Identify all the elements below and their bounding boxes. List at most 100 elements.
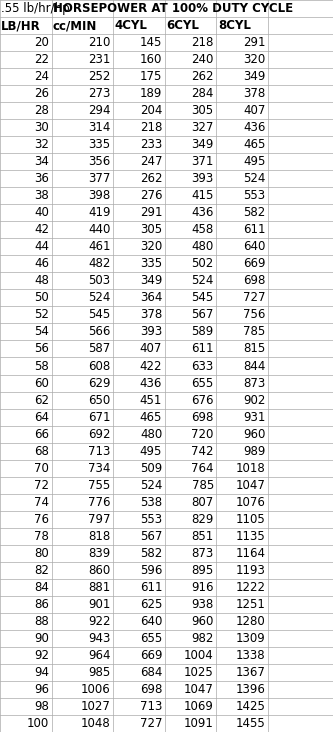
Text: 6CYL: 6CYL <box>166 19 199 32</box>
Text: 422: 422 <box>140 359 162 373</box>
Text: 231: 231 <box>88 53 111 66</box>
Text: 58: 58 <box>34 359 49 373</box>
Text: 26: 26 <box>34 87 49 100</box>
Text: 1455: 1455 <box>236 717 265 730</box>
Text: HORSEPOWER AT 100% DUTY CYCLE: HORSEPOWER AT 100% DUTY CYCLE <box>53 2 293 15</box>
Text: LB/HR: LB/HR <box>1 19 41 32</box>
Text: 922: 922 <box>88 615 111 628</box>
Text: 8CYL: 8CYL <box>218 19 251 32</box>
Text: 1047: 1047 <box>235 479 265 492</box>
Text: 28: 28 <box>34 104 49 117</box>
Text: 655: 655 <box>140 632 162 645</box>
Text: 210: 210 <box>88 36 111 49</box>
Text: 36: 36 <box>34 172 49 185</box>
Text: 48: 48 <box>34 274 49 288</box>
Text: 314: 314 <box>88 122 111 134</box>
Text: 567: 567 <box>191 308 214 321</box>
Text: 755: 755 <box>88 479 111 492</box>
Text: 100: 100 <box>27 717 49 730</box>
Text: 98: 98 <box>34 700 49 713</box>
Text: 284: 284 <box>191 87 214 100</box>
Text: 1193: 1193 <box>235 564 265 577</box>
Text: 20: 20 <box>34 36 49 49</box>
Text: 713: 713 <box>140 700 162 713</box>
Text: 1047: 1047 <box>184 683 214 696</box>
Text: 818: 818 <box>88 530 111 542</box>
Text: 640: 640 <box>140 615 162 628</box>
Text: 860: 860 <box>88 564 111 577</box>
Text: 320: 320 <box>243 53 265 66</box>
Text: 240: 240 <box>191 53 214 66</box>
Text: 807: 807 <box>191 496 214 509</box>
Text: 40: 40 <box>34 206 49 220</box>
Text: 371: 371 <box>191 155 214 168</box>
Text: 22: 22 <box>34 53 49 66</box>
Text: 32: 32 <box>34 138 49 152</box>
Text: 349: 349 <box>243 70 265 83</box>
Text: 1164: 1164 <box>235 547 265 560</box>
Text: 587: 587 <box>88 343 111 356</box>
Text: 1105: 1105 <box>236 512 265 526</box>
Text: 985: 985 <box>88 666 111 679</box>
Text: 764: 764 <box>191 462 214 474</box>
Text: 78: 78 <box>34 530 49 542</box>
Text: 378: 378 <box>140 308 162 321</box>
Text: 52: 52 <box>34 308 49 321</box>
Text: 524: 524 <box>243 172 265 185</box>
Text: 916: 916 <box>191 580 214 594</box>
Text: 692: 692 <box>88 427 111 441</box>
Text: 1309: 1309 <box>236 632 265 645</box>
Text: 982: 982 <box>191 632 214 645</box>
Text: 262: 262 <box>140 172 162 185</box>
Text: 64: 64 <box>34 411 49 424</box>
Text: 233: 233 <box>140 138 162 152</box>
Text: 66: 66 <box>34 427 49 441</box>
Text: 30: 30 <box>34 122 49 134</box>
Text: 54: 54 <box>34 326 49 338</box>
Text: 407: 407 <box>243 104 265 117</box>
Text: 1004: 1004 <box>184 649 214 662</box>
Text: 960: 960 <box>243 427 265 441</box>
Text: 545: 545 <box>88 308 111 321</box>
Text: 611: 611 <box>191 343 214 356</box>
Text: 56: 56 <box>34 343 49 356</box>
Text: 436: 436 <box>191 206 214 220</box>
Text: 676: 676 <box>191 394 214 406</box>
Text: 218: 218 <box>140 122 162 134</box>
Text: 1367: 1367 <box>235 666 265 679</box>
Text: 776: 776 <box>88 496 111 509</box>
Text: 38: 38 <box>34 190 49 202</box>
Text: 1069: 1069 <box>184 700 214 713</box>
Text: 72: 72 <box>34 479 49 492</box>
Text: 436: 436 <box>140 376 162 389</box>
Text: 46: 46 <box>34 258 49 270</box>
Text: 734: 734 <box>88 462 111 474</box>
Text: 407: 407 <box>140 343 162 356</box>
Text: 94: 94 <box>34 666 49 679</box>
Text: 1251: 1251 <box>235 598 265 610</box>
Text: 582: 582 <box>140 547 162 560</box>
Text: 545: 545 <box>191 291 214 305</box>
Text: 70: 70 <box>34 462 49 474</box>
Text: 815: 815 <box>243 343 265 356</box>
Text: 335: 335 <box>140 258 162 270</box>
Text: 669: 669 <box>140 649 162 662</box>
Text: 960: 960 <box>191 615 214 628</box>
Text: 538: 538 <box>140 496 162 509</box>
Text: 378: 378 <box>243 87 265 100</box>
Text: 461: 461 <box>88 240 111 253</box>
Text: .55 lb/hr/hp: .55 lb/hr/hp <box>1 2 70 15</box>
Text: 480: 480 <box>140 427 162 441</box>
Text: 291: 291 <box>140 206 162 220</box>
Text: 364: 364 <box>140 291 162 305</box>
Text: 204: 204 <box>140 104 162 117</box>
Text: 698: 698 <box>140 683 162 696</box>
Text: 1222: 1222 <box>235 580 265 594</box>
Text: 655: 655 <box>191 376 214 389</box>
Text: 349: 349 <box>140 274 162 288</box>
Text: 276: 276 <box>140 190 162 202</box>
Text: 440: 440 <box>88 223 111 236</box>
Text: 698: 698 <box>243 274 265 288</box>
Text: 419: 419 <box>88 206 111 220</box>
Text: 50: 50 <box>34 291 49 305</box>
